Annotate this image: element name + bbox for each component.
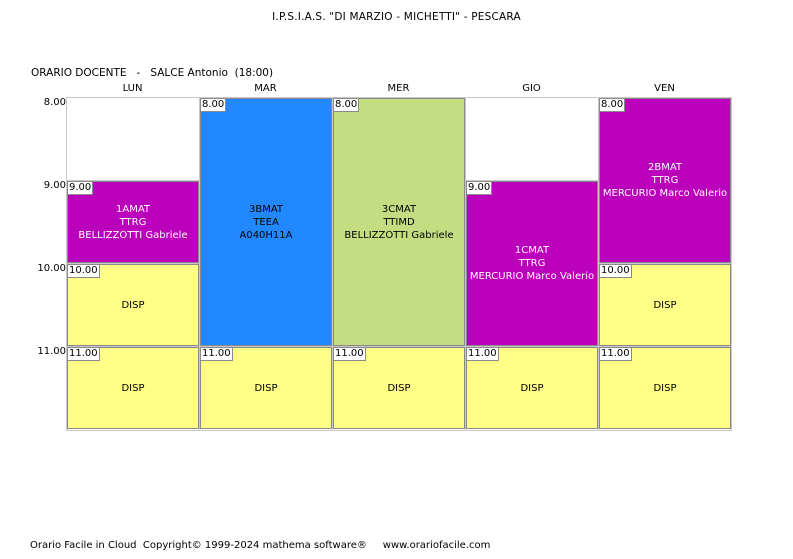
grid-line: [731, 97, 732, 430]
teacher-name: SALCE Antonio: [150, 67, 228, 79]
lesson-start-time: 11.00: [201, 348, 233, 361]
hour-label: 11.00: [37, 346, 66, 357]
lesson-subject: TTIMD: [383, 216, 415, 228]
lesson-class: 1AMAT: [115, 203, 150, 215]
lesson-cell[interactable]: 10.00 DISP: [67, 264, 199, 346]
school-title: I.P.S.I.A.S. "DI MARZIO - MICHETTI" - PE…: [272, 11, 521, 23]
footer-copyright: Copyright© 1999-2024 mathema software®: [142, 540, 367, 551]
teacher-label: ORARIO DOCENTE: [31, 67, 127, 79]
lesson-start-time: 10.00: [68, 265, 100, 278]
day-header-ven: VEN: [654, 83, 675, 94]
lesson-cell[interactable]: 11.00 DISP: [67, 347, 199, 429]
grid-line: [598, 97, 599, 430]
lesson-cell[interactable]: 9.00 1AMAT TTRG BELLIZZOTTI Gabriele: [67, 181, 199, 263]
lesson-start-time: 10.00: [600, 265, 632, 278]
lesson-start-time: 8.00: [600, 99, 626, 112]
lesson-start-time: 11.00: [467, 348, 499, 361]
lesson-start-time: 11.00: [68, 348, 100, 361]
lesson-class: DISP: [653, 382, 677, 394]
lesson-start-time: 9.00: [68, 182, 94, 195]
lesson-start-time: 11.00: [600, 348, 632, 361]
lesson-cell[interactable]: 11.00 DISP: [333, 347, 465, 429]
lesson-class: DISP: [653, 299, 677, 311]
lesson-cell[interactable]: 10.00 DISP: [599, 264, 731, 346]
day-header-mer: MER: [387, 83, 410, 94]
grid-line: [66, 97, 732, 98]
lesson-class: 1CMAT: [514, 245, 550, 256]
lesson-cell[interactable]: 8.00 2BMAT TTRG MERCURIO Marco Valerio: [599, 98, 731, 263]
lesson-start-time: 11.00: [334, 348, 366, 361]
lesson-class: DISP: [121, 382, 145, 394]
lesson-cell[interactable]: 9.00 1CMAT TTRG MERCURIO Marco Valerio: [466, 181, 598, 346]
day-header-mar: MAR: [254, 83, 277, 94]
lesson-cell[interactable]: 11.00 DISP: [200, 347, 332, 429]
grid-line: [465, 97, 466, 430]
footer-app: Orario Facile in Cloud: [30, 540, 137, 551]
lesson-subject: TEEA: [253, 216, 279, 228]
lesson-cell[interactable]: 8.00 3CMAT TTIMD BELLIZZOTTI Gabriele: [333, 98, 465, 346]
lesson-start-time: 8.00: [334, 99, 360, 112]
teacher-header: ORARIO DOCENTE - SALCE Antonio (18:00): [31, 67, 274, 79]
lesson-subject: TTRG: [119, 216, 147, 228]
lesson-detail: A040H11A: [239, 229, 293, 241]
lesson-detail: BELLIZZOTTI Gabriele: [78, 229, 188, 241]
hour-label: 8.00: [43, 97, 66, 108]
lesson-detail: MERCURIO Marco Valerio: [469, 271, 595, 282]
day-header-gio: GIO: [522, 83, 541, 94]
lesson-class: DISP: [520, 382, 544, 394]
grid-line: [199, 97, 200, 430]
lesson-detail: BELLIZZOTTI Gabriele: [344, 229, 454, 241]
lesson-cell[interactable]: 8.00 3BMAT TEEA A040H11A: [200, 98, 332, 346]
lesson-subject: TTRG: [518, 258, 546, 269]
hour-label: 9.00: [43, 180, 66, 191]
lesson-start-time: 9.00: [467, 182, 493, 195]
lesson-class: 3BMAT: [248, 203, 284, 215]
lesson-subject: TTRG: [651, 175, 679, 186]
lesson-cell[interactable]: 11.00 DISP: [599, 347, 731, 429]
grid-line: [66, 346, 732, 347]
footer: Orario Facile in Cloud Copyright© 1999-2…: [30, 540, 490, 551]
footer-url[interactable]: www.orariofacile.com: [382, 540, 491, 551]
lesson-detail: MERCURIO Marco Valerio: [602, 188, 728, 199]
lesson-start-time: 8.00: [201, 99, 227, 112]
day-header-lun: LUN: [122, 83, 143, 94]
grid-line: [332, 97, 333, 430]
grid-line: [66, 430, 732, 431]
lesson-class: 3CMAT: [381, 203, 417, 215]
lesson-cell[interactable]: 11.00 DISP: [466, 347, 598, 429]
lesson-class: 2BMAT: [647, 162, 683, 173]
lesson-class: DISP: [121, 299, 145, 311]
grid-line: [66, 97, 67, 430]
lesson-class: DISP: [254, 382, 278, 394]
hour-label: 10.00: [37, 263, 66, 274]
lesson-class: DISP: [387, 382, 411, 394]
teacher-hours: (18:00): [234, 67, 274, 79]
